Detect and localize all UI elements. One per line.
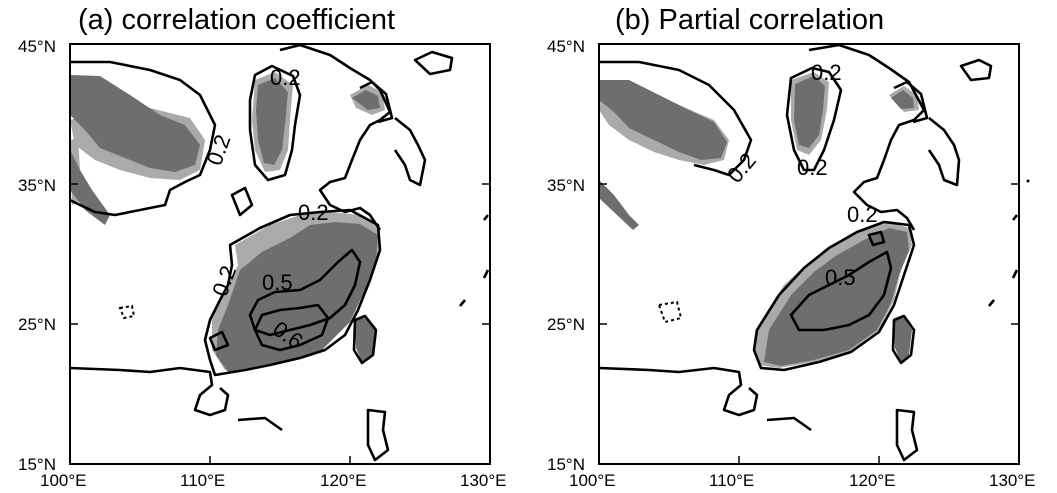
frame-a — [69, 43, 491, 465]
panel-b: (b) Partial correlation — [529, 0, 1057, 493]
contour-label: 0.2 — [298, 200, 329, 225]
ticks-a — [69, 43, 491, 465]
panel-a: (a) correlation coefficient — [0, 0, 528, 493]
lon-label: 100°E — [569, 471, 616, 490]
contour-label: 0.5 — [825, 265, 856, 290]
contour-label: 0.2 — [797, 155, 828, 180]
lat-label: 35°N — [547, 176, 585, 195]
contour-label: 0.5 — [262, 270, 293, 295]
panel-title-b: (b) Partial correlation — [615, 4, 885, 36]
lat-label: 25°N — [547, 315, 585, 334]
lon-label: 130°E — [460, 471, 507, 490]
map-b: 0.2 0.2 0.2 0.2 0.5 45°N 35°N 25°N 15°N … — [547, 37, 1036, 490]
lon-label: 110°E — [180, 471, 225, 490]
contours-b — [598, 43, 1030, 462]
lat-label: 35°N — [18, 176, 56, 195]
contour-label: 0.2 — [811, 60, 842, 85]
contour-label: 0.2 — [270, 65, 301, 90]
frame-b — [598, 43, 1020, 465]
negative-contour-b — [657, 300, 683, 324]
contours-a — [69, 43, 490, 462]
lat-label: 45°N — [18, 37, 56, 56]
shading-dark-b — [599, 76, 914, 366]
ticks-b — [598, 43, 1020, 465]
contour-label: 0.2 — [847, 202, 878, 227]
shading-dark-a — [70, 75, 380, 372]
lat-label: 15°N — [18, 455, 56, 474]
contour-label: 0.2 — [202, 131, 236, 168]
lon-label: 120°E — [849, 471, 896, 490]
lat-label: 45°N — [547, 37, 585, 56]
lat-label: 15°N — [547, 455, 585, 474]
lon-label: 110°E — [709, 471, 754, 490]
lon-label: 120°E — [320, 471, 367, 490]
lon-label: 100°E — [40, 471, 87, 490]
panel-title-a: (a) correlation coefficient — [78, 4, 396, 36]
lon-label: 130°E — [989, 471, 1036, 490]
negative-contour-a — [118, 304, 136, 320]
contour-label: 0.2 — [722, 148, 761, 188]
map-a: 0.2 0.2 0.2 0.2 0.5 0.6 45°N 35°N 25°N 1… — [18, 37, 507, 490]
lat-label: 25°N — [18, 315, 56, 334]
